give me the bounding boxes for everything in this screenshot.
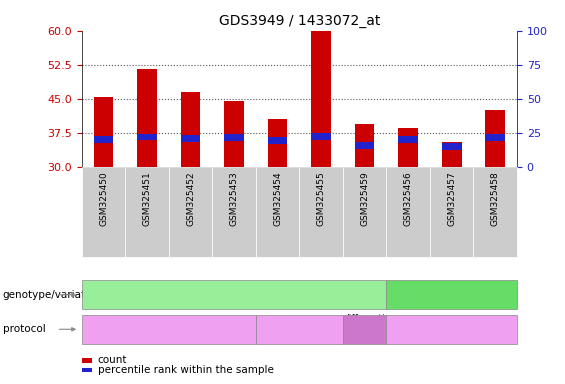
Bar: [343, 167, 386, 257]
Text: Cdx2
overexpression: Cdx2 overexpression: [265, 319, 334, 339]
Bar: [224, 134, 244, 141]
Bar: [125, 167, 169, 257]
Text: control: control: [214, 288, 255, 301]
Bar: [181, 92, 201, 167]
Bar: [473, 167, 517, 257]
Text: protocol: protocol: [3, 324, 46, 334]
Text: GSM325458: GSM325458: [491, 172, 499, 226]
Bar: [398, 136, 418, 142]
Bar: [82, 358, 92, 363]
Bar: [485, 110, 505, 167]
Bar: [442, 143, 462, 150]
Title: GDS3949 / 1433072_at: GDS3949 / 1433072_at: [219, 14, 380, 28]
Text: GSM325451: GSM325451: [143, 172, 151, 226]
Bar: [137, 134, 157, 141]
Bar: [94, 136, 114, 143]
Bar: [311, 133, 331, 140]
Bar: [386, 167, 430, 257]
Text: Gata3 overexpression: Gata3 overexpression: [402, 325, 501, 334]
Bar: [355, 124, 375, 167]
Bar: [94, 97, 114, 167]
Bar: [485, 134, 505, 141]
Bar: [299, 167, 343, 257]
Text: GSM325457: GSM325457: [447, 172, 456, 226]
Bar: [398, 128, 418, 167]
Text: percentile rank within the sample: percentile rank within the sample: [98, 365, 273, 375]
Bar: [268, 119, 288, 167]
Text: GSM325452: GSM325452: [186, 172, 195, 226]
Text: GSM325454: GSM325454: [273, 172, 282, 226]
Bar: [169, 167, 212, 257]
Bar: [82, 167, 125, 257]
Bar: [256, 167, 299, 257]
Bar: [442, 142, 462, 167]
Bar: [137, 70, 157, 167]
Text: genotype/variation: genotype/variation: [3, 290, 102, 300]
Text: differenti
ated
control: differenti ated control: [344, 314, 385, 344]
Bar: [82, 367, 92, 372]
Text: count: count: [98, 356, 127, 366]
Text: Cdx2-null: Cdx2-null: [424, 288, 480, 301]
Text: GSM325459: GSM325459: [360, 172, 369, 226]
Text: GSM325455: GSM325455: [317, 172, 325, 226]
Bar: [355, 142, 375, 149]
Bar: [212, 167, 256, 257]
Text: Gata3 overexpression: Gata3 overexpression: [119, 325, 219, 334]
Text: GSM325456: GSM325456: [404, 172, 412, 226]
Bar: [430, 167, 473, 257]
Bar: [311, 31, 331, 167]
Bar: [181, 135, 201, 142]
Bar: [224, 101, 244, 167]
Bar: [268, 137, 288, 144]
Text: GSM325450: GSM325450: [99, 172, 108, 226]
Text: GSM325453: GSM325453: [230, 172, 238, 226]
